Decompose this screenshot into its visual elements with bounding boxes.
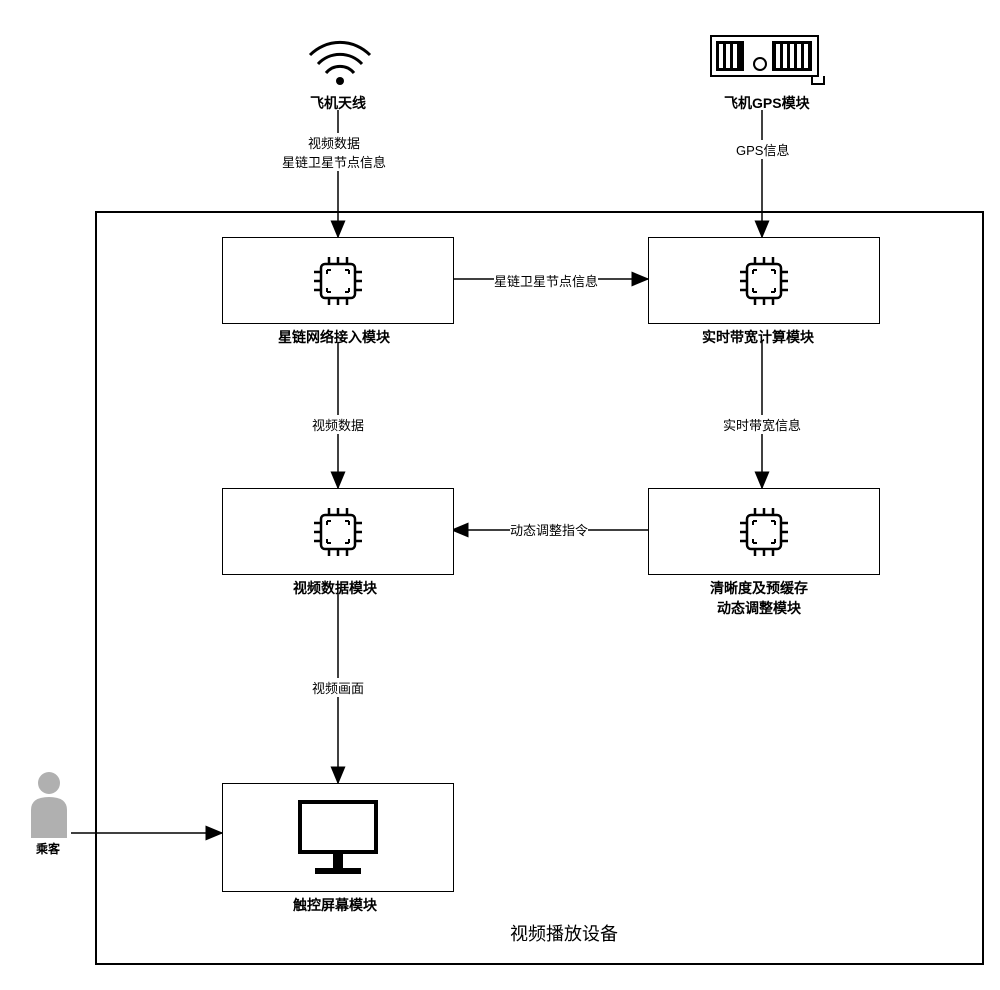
gps-icon	[710, 35, 825, 85]
cpu-icon	[733, 250, 795, 312]
passenger-node	[27, 770, 71, 840]
wifi-icon	[305, 29, 375, 89]
screen-node	[222, 783, 454, 892]
bandwidth-label: 实时带宽计算模块	[702, 327, 814, 347]
gps-node	[710, 35, 825, 85]
edge-label-2: 星链卫星节点信息	[494, 271, 598, 290]
edge-label-3: 视频数据	[312, 415, 364, 434]
bandwidth-node	[648, 237, 880, 324]
starlink-net-label: 星链网络接入模块	[278, 327, 390, 347]
adjust-node	[648, 488, 880, 575]
cpu-icon	[733, 501, 795, 563]
person-icon	[27, 770, 71, 840]
antenna-node	[305, 29, 375, 89]
edge-label-5: 动态调整指令	[510, 520, 588, 539]
gps-label: 飞机GPS模块	[724, 93, 810, 113]
edge-label-0: 视频数据 星链卫星节点信息	[282, 133, 386, 171]
screen-label: 触控屏幕模块	[293, 895, 377, 915]
adjust-label: 清晰度及预缓存 动态调整模块	[710, 578, 808, 618]
edge-label-1: GPS信息	[736, 140, 789, 159]
antenna-label: 飞机天线	[310, 93, 366, 113]
video-data-node	[222, 488, 454, 575]
cpu-icon	[307, 250, 369, 312]
cpu-icon	[307, 501, 369, 563]
video-data-label: 视频数据模块	[293, 578, 377, 598]
edge-label-4: 实时带宽信息	[723, 415, 801, 434]
diagram-canvas: 视频播放设备 飞机天线	[0, 0, 1000, 990]
passenger-label: 乘客	[36, 840, 60, 857]
starlink-net-node	[222, 237, 454, 324]
monitor-icon	[293, 795, 383, 880]
edge-label-6: 视频画面	[312, 678, 364, 697]
